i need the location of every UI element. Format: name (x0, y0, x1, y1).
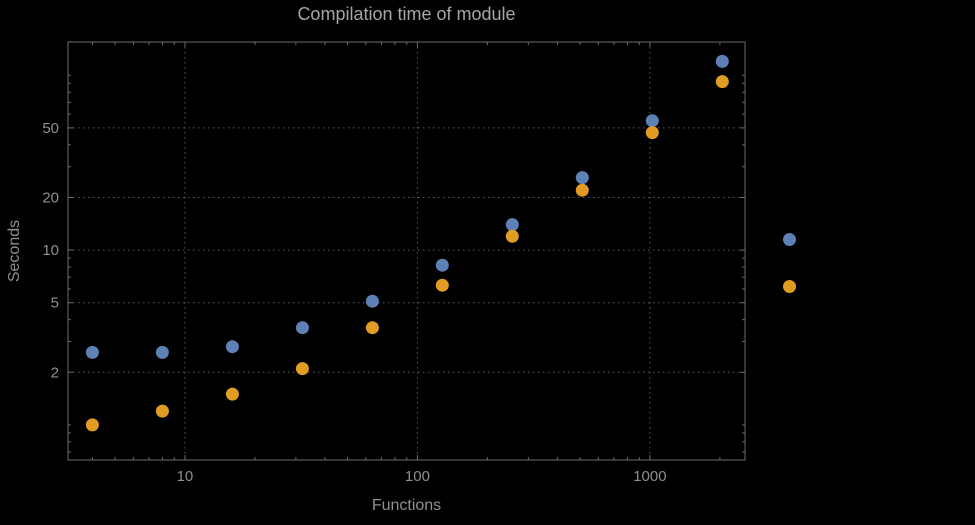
data-point-series-1 (155, 345, 169, 359)
data-point-series-2 (365, 321, 379, 335)
data-point-series-1 (645, 114, 659, 128)
data-point-series-2 (225, 387, 239, 401)
data-point-series-1 (435, 258, 449, 272)
x-tick-label: 1000 (633, 468, 666, 485)
plot-frame (67, 41, 746, 461)
data-point-series-2 (85, 418, 99, 432)
y-tick-label: 50 (42, 120, 59, 137)
data-point-series-1 (715, 54, 729, 68)
data-point-series-2 (645, 126, 659, 140)
data-point-series-1 (225, 340, 239, 354)
data-point-series-1 (505, 218, 519, 232)
legend-marker-series-2 (783, 280, 796, 293)
x-tick-label: 10 (177, 468, 194, 485)
y-tick-label: 2 (51, 364, 59, 381)
y-tick-label: 10 (42, 242, 59, 259)
y-tick-label: 5 (51, 295, 59, 312)
data-point-series-2 (575, 183, 589, 197)
y-tick-label: 20 (42, 189, 59, 206)
data-point-series-1 (575, 171, 589, 185)
data-point-series-2 (505, 229, 519, 243)
data-point-series-1 (295, 321, 309, 335)
chart-title: Compilation time of module (297, 4, 516, 24)
x-tick-label: 100 (405, 468, 430, 485)
data-point-series-2 (155, 404, 169, 418)
legend-entry-series-2 (783, 280, 804, 327)
data-point-series-2 (295, 362, 309, 376)
data-point-series-2 (435, 278, 449, 292)
legend-entry-series-1 (783, 233, 804, 280)
data-point-series-1 (85, 345, 99, 359)
legend-marker-series-1 (783, 233, 796, 246)
data-point-series-2 (715, 75, 729, 89)
legend (783, 233, 804, 327)
data-point-series-1 (365, 294, 379, 308)
x-axis-label: Functions (371, 497, 442, 514)
